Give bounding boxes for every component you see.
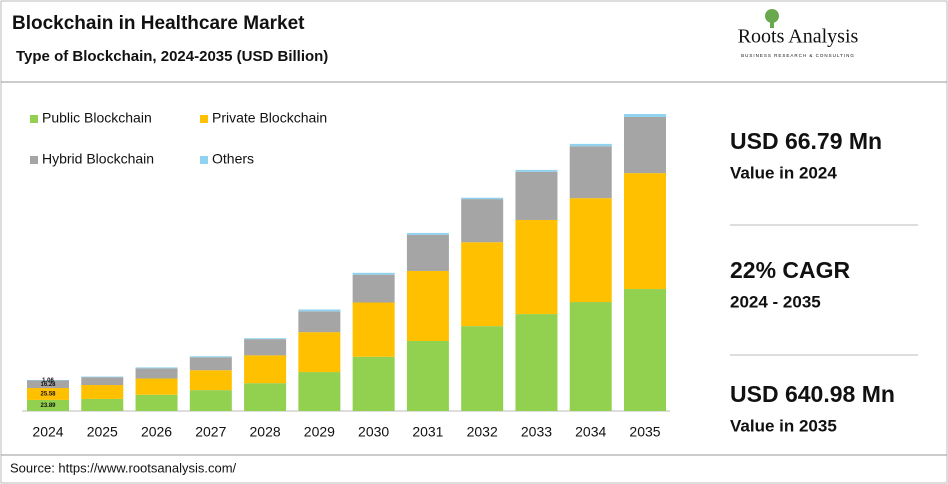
bar-segment [244, 338, 287, 340]
highlight-label: Value in 2035 [730, 416, 837, 435]
data-label: 1.06 [42, 378, 54, 384]
logo-name: Roots Analysis [738, 26, 859, 48]
bar-segment [244, 355, 287, 384]
bar-segment [81, 376, 124, 378]
highlight-value: USD 640.98 Mn [730, 381, 895, 407]
bar-segment [189, 390, 232, 411]
bar-segment [461, 197, 504, 200]
bar-segment [81, 377, 124, 386]
bar-segment [244, 383, 287, 411]
legend-label: Others [212, 151, 254, 167]
legend-swatch [30, 156, 38, 164]
data-label: 16.28 [40, 382, 56, 388]
bar-segment [135, 394, 178, 411]
x-tick-label: 2029 [304, 424, 335, 440]
bar-segment [515, 314, 558, 411]
x-tick-label: 2033 [521, 424, 552, 440]
x-tick-label: 2030 [358, 424, 389, 440]
x-tick-label: 2032 [467, 424, 498, 440]
bar-segment [27, 399, 69, 411]
bar-segment [406, 232, 449, 235]
bar-segment [515, 171, 558, 220]
bar-segment [135, 367, 178, 369]
bar-segment [298, 332, 341, 373]
bar-segment [27, 388, 69, 400]
bar-segment [135, 378, 178, 395]
bar-segment [569, 143, 612, 147]
bar-segment [624, 114, 666, 118]
logo-icon [765, 9, 779, 23]
highlight-value: 22% CAGR [730, 257, 851, 283]
legend-swatch [200, 156, 208, 164]
x-tick-label: 2034 [575, 424, 606, 440]
bar-segment [298, 311, 341, 333]
bar-segment [624, 173, 666, 290]
x-tick-label: 2026 [141, 424, 172, 440]
source: Source: https://www.rootsanalysis.com/ [10, 460, 237, 475]
chart-title: Blockchain in Healthcare Market [12, 13, 305, 34]
logo-icon [770, 20, 774, 28]
bar-segment [406, 340, 449, 411]
bar-segment [135, 368, 178, 379]
bar-segment [569, 198, 612, 303]
bar-segment [81, 398, 124, 411]
highlight-label: 2024 - 2035 [730, 292, 821, 311]
x-tick-label: 2027 [195, 424, 226, 440]
bar-segment [406, 270, 449, 341]
legend-label: Public Blockchain [42, 110, 152, 126]
bar-segment [189, 357, 232, 371]
bar-segment [27, 380, 69, 389]
bar-segment [189, 356, 232, 358]
legend-label: Hybrid Blockchain [42, 151, 154, 167]
x-tick-label: 2031 [412, 424, 443, 440]
x-tick-label: 2025 [87, 424, 118, 440]
bar-segment [352, 302, 395, 357]
bar-segment [81, 385, 124, 399]
bar-segment [515, 219, 558, 315]
x-tick-label: 2028 [250, 424, 281, 440]
legend-swatch [200, 115, 208, 123]
data-label: 23.89 [40, 403, 56, 409]
bar-segment [406, 234, 449, 271]
bar-segment [624, 117, 666, 174]
legend-swatch [30, 115, 38, 123]
bar-segment [352, 272, 395, 275]
logo: Roots Analysis BUSINESS RESEARCH & CONSU… [738, 9, 859, 58]
chart-subtitle: Type of Blockchain, 2024-2035 (USD Billi… [16, 48, 328, 65]
bar-segment [298, 309, 341, 312]
bar-segment [189, 370, 232, 391]
legend-label: Private Blockchain [212, 110, 327, 126]
bar-segment [461, 242, 504, 327]
logo-tagline: BUSINESS RESEARCH & CONSULTING [741, 53, 855, 58]
highlight-value: USD 66.79 Mn [730, 128, 882, 154]
x-tick-label: 2024 [32, 424, 63, 440]
bar-segment [461, 199, 504, 243]
highlight-label: Value in 2024 [730, 163, 837, 182]
bar-segment [244, 339, 287, 356]
bar-segment [515, 169, 558, 172]
bar-segment [352, 356, 395, 411]
bar-segment [569, 302, 612, 411]
x-tick-label: 2035 [629, 424, 660, 440]
bar-segment [569, 146, 612, 199]
bar-segment [298, 372, 341, 411]
bar-segment [352, 274, 395, 303]
data-label: 25.58 [40, 392, 56, 398]
bar-segment [461, 326, 504, 411]
bar-segment [624, 289, 666, 411]
